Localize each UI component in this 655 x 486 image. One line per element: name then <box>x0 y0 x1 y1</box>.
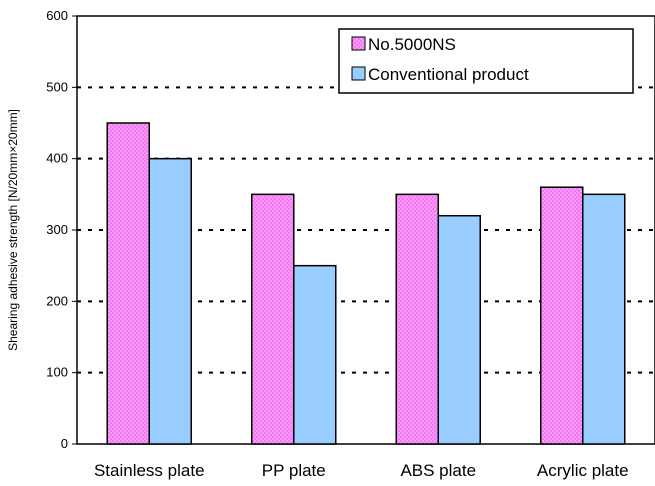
bar-no5000ns <box>395 193 439 445</box>
y-tick-label: 200 <box>46 293 68 308</box>
x-tick-label: Acrylic plate <box>537 461 629 480</box>
legend-swatch-conventional <box>351 66 366 81</box>
bar-conventional <box>437 214 481 445</box>
x-tick-label: Stainless plate <box>94 461 205 480</box>
y-tick-label: 400 <box>46 151 68 166</box>
legend-label-conventional: Conventional product <box>368 65 529 84</box>
y-tick-label: 600 <box>46 8 68 23</box>
bar-no5000ns <box>106 122 150 445</box>
legend-box <box>338 28 634 94</box>
y-axis-title: Shearing adhesive strength [N/20mm×20mm] <box>6 109 20 351</box>
bars <box>106 122 626 445</box>
bar-no5000ns <box>251 193 295 445</box>
y-axis-ticks: 0 100 200 300 400 500 600 <box>46 8 77 451</box>
x-tick-label: PP plate <box>262 461 326 480</box>
bar-conventional <box>293 264 337 445</box>
legend-swatch-no5000ns <box>351 36 366 51</box>
bar-conventional <box>148 157 192 445</box>
x-axis-labels: Stainless plate PP plate ABS plate Acrylic … <box>94 461 629 480</box>
y-tick-label: 100 <box>46 365 68 380</box>
legend-label-no5000ns: No.5000NS <box>368 35 456 54</box>
y-tick-label: 500 <box>46 79 68 94</box>
bar-no5000ns <box>540 186 584 445</box>
y-tick-label: 0 <box>61 436 68 451</box>
legend: No.5000NS Conventional product <box>338 28 634 94</box>
x-tick-label: ABS plate <box>400 461 476 480</box>
bar-conventional <box>582 193 626 445</box>
y-tick-label: 300 <box>46 222 68 237</box>
